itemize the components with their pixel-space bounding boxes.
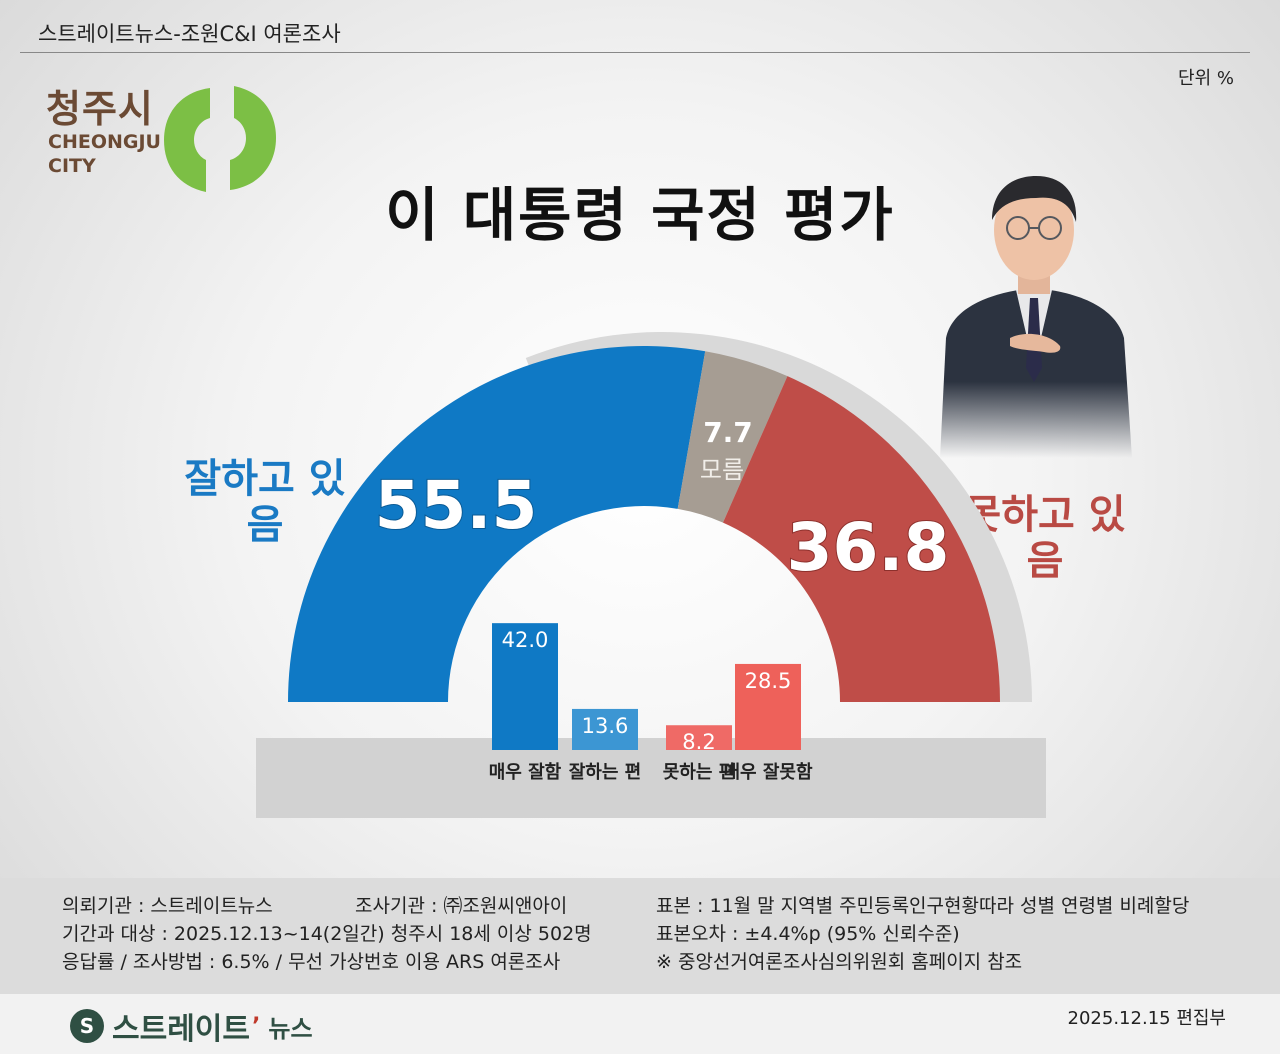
donut-value-positive: 55.5 <box>375 467 538 544</box>
survey-info-right: 표본 : 11월 말 지역별 주민등록인구현황따라 성별 연령별 비례할당 표본… <box>656 892 1189 976</box>
bar-very-good-value: 42.0 <box>502 628 549 652</box>
header-divider <box>20 52 1250 53</box>
survey-method: 응답률 / 조사방법 : 6.5% / 무선 가상번호 이용 ARS 여론조사 <box>62 951 561 973</box>
survey-period: 기간과 대상 : 2025.12.13~14(2일간) 청주시 18세 이상 5… <box>62 923 592 945</box>
survey-client: 의뢰기관 : 스트레이트뉴스 <box>62 895 273 917</box>
survey-reference: ※ 중앙선거여론조사심의위원회 홈페이지 참조 <box>656 951 1023 973</box>
survey-info-footer: 의뢰기관 : 스트레이트뉴스 기간과 대상 : 2025.12.13~14(2일… <box>0 878 1280 994</box>
negative-label: 못하고 있음 <box>964 492 1126 584</box>
city-logo-name-kr: 청주시 <box>46 87 154 131</box>
donut-segment-unknown <box>677 351 788 523</box>
bottom-bar: S 스트레이트 ’ 뉴스 2025.12.15 편집부 <box>0 994 1280 1054</box>
survey-source: 스트레이트뉴스-조원C&I 여론조사 <box>38 22 341 46</box>
unit-label: 단위 % <box>1178 68 1234 89</box>
survey-agency: 조사기관 : ㈜조원씨앤아이 <box>355 895 568 917</box>
bar-very-good-label: 매우 잘함 <box>489 761 562 783</box>
brand-logo: S 스트레이트 ’ 뉴스 <box>70 1004 313 1048</box>
brand-sub: 뉴스 <box>268 1014 313 1043</box>
survey-info-left: 의뢰기관 : 스트레이트뉴스 기간과 대상 : 2025.12.13~14(2일… <box>62 892 592 976</box>
donut-value-negative: 36.8 <box>787 509 950 586</box>
bar-bad <box>666 725 732 750</box>
bar-bad-value: 8.2 <box>682 730 715 754</box>
chart-title: 이 대통령 국정 평가 <box>385 181 895 249</box>
bar-good-value: 13.6 <box>582 714 629 738</box>
brand-name: 스트레이트 <box>112 1012 250 1047</box>
bar-chart-background <box>256 738 1046 818</box>
bar-very-good <box>492 623 558 750</box>
donut-segment-positive <box>288 345 706 702</box>
brand-accent: ’ <box>252 1013 261 1039</box>
bar-very-bad <box>735 663 801 750</box>
bar-good <box>572 708 638 750</box>
cheongju-city-logo-icon <box>162 82 278 200</box>
straight-news-logo-icon: S <box>70 1009 104 1043</box>
bar-good-label: 잘하는 편 <box>569 762 642 783</box>
bar-very-bad-label: 매우 잘못함 <box>723 761 813 783</box>
survey-error: 표본오차 : ±4.4%p (95% 신뢰수준) <box>656 923 960 945</box>
bar-very-bad-value: 28.5 <box>745 669 792 693</box>
president-photo-icon <box>930 168 1140 462</box>
positive-label: 잘하고 있음 <box>184 456 346 548</box>
approval-chart: 55.5 36.8 7.7 모름 42.0 매우 잘함 13.6 잘하는 편 8.2 못하는 편 2… <box>288 331 1032 783</box>
donut-label-unknown: 모름 <box>700 456 744 484</box>
publish-date: 2025.12.15 편집부 <box>1067 1008 1226 1029</box>
city-logo-name-en: CHEONGJU CITY <box>48 131 161 177</box>
survey-sample: 표본 : 11월 말 지역별 주민등록인구현황따라 성별 연령별 비례할당 <box>656 895 1190 917</box>
survey-info-middle: 조사기관 : ㈜조원씨앤아이 <box>355 892 567 920</box>
donut-value-unknown: 7.7 <box>703 416 753 449</box>
bar-bad-label: 못하는 편 <box>663 762 736 783</box>
donut-segment-negative <box>722 376 1000 702</box>
